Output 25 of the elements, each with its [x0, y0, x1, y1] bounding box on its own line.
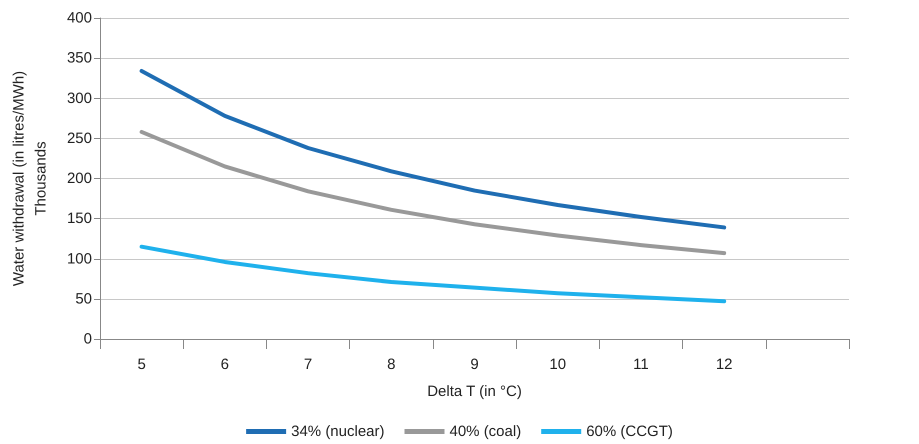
- x-tick-label: 9: [470, 356, 479, 373]
- x-tick-label: 10: [549, 356, 566, 373]
- legend-label: 40% (coal): [450, 423, 522, 440]
- y-tick-label: 150: [66, 210, 92, 228]
- x-tick-label: 12: [716, 356, 733, 373]
- y-tick-label: 100: [66, 250, 92, 268]
- x-tick-label: 11: [633, 356, 649, 373]
- legend-label: 34% (nuclear): [291, 423, 385, 440]
- y-tick-label: 300: [66, 90, 92, 107]
- y-tick-label: 200: [66, 170, 92, 187]
- line-series: [140, 130, 726, 256]
- y-tick-label: 400: [66, 10, 92, 26]
- x-tick-label: 6: [220, 356, 230, 373]
- legend-label: 60% (CCGT): [586, 423, 673, 440]
- line-series: [140, 244, 726, 304]
- x-tick-label: 5: [137, 356, 146, 373]
- x-axis-title: Delta T (in °C): [427, 383, 522, 400]
- x-tick-label: 7: [304, 356, 312, 373]
- y-tick-label: 350: [66, 50, 92, 67]
- y-tick-label: 250: [66, 130, 92, 147]
- y-tick-label: 50: [75, 290, 92, 308]
- y-tick-label: 0: [84, 330, 92, 348]
- line-series: [140, 68, 726, 230]
- x-tick-label: 8: [387, 356, 396, 373]
- y-axis-title: Water withdrawal (in litres/MWh) Thousands: [10, 70, 50, 286]
